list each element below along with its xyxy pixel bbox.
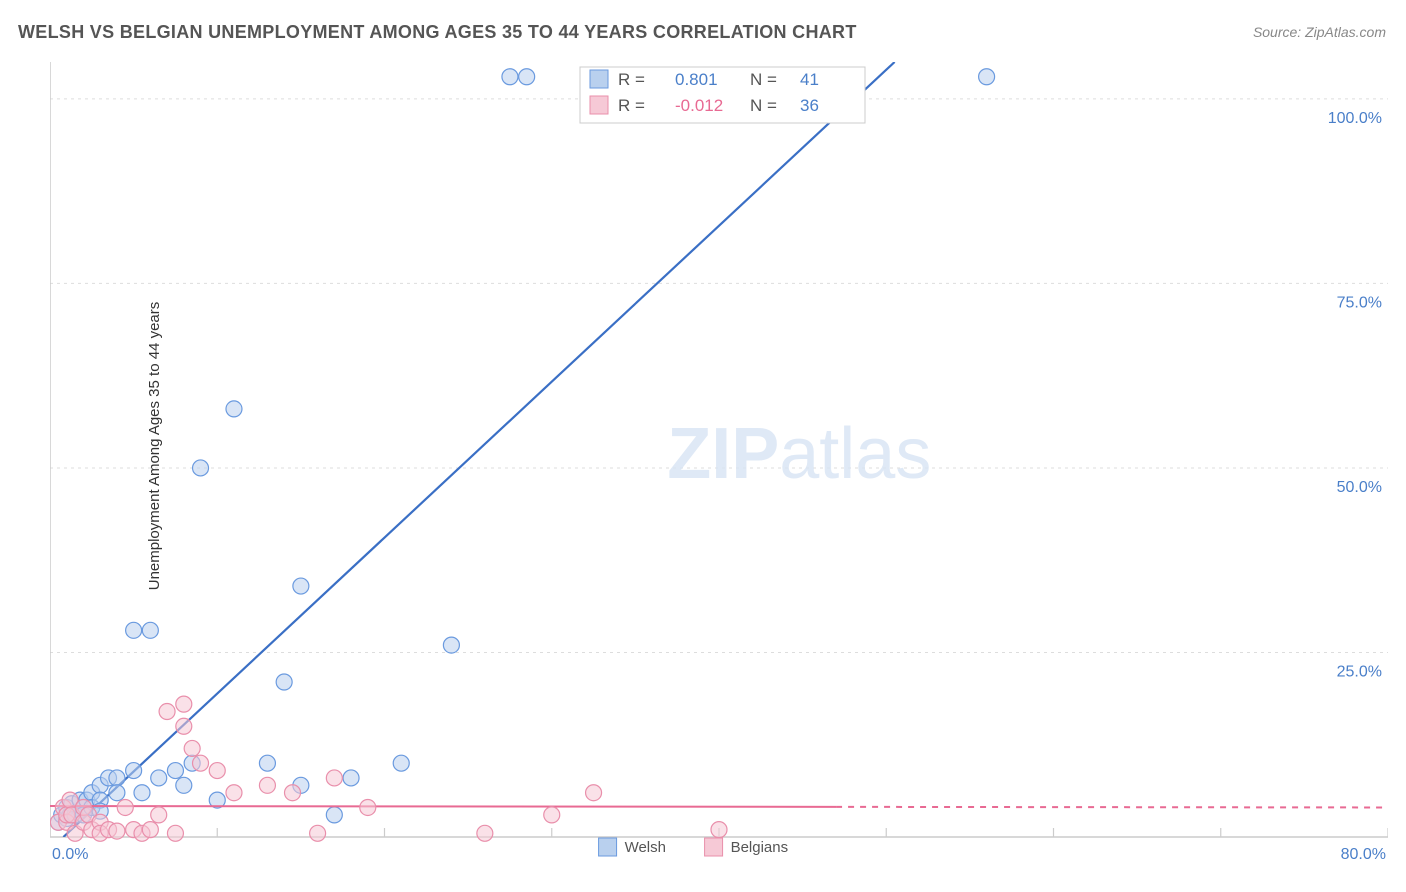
data-point-belgians [310, 825, 326, 841]
data-point-welsh [126, 763, 142, 779]
legend-r-label: R = [618, 96, 645, 115]
bottom-legend-label-welsh: Welsh [625, 839, 666, 856]
bottom-legend-swatch-belgians [705, 838, 723, 856]
data-point-welsh [293, 578, 309, 594]
y-tick-label: 50.0% [1337, 479, 1382, 496]
data-point-welsh [502, 69, 518, 85]
data-point-belgians [226, 785, 242, 801]
data-point-belgians [544, 807, 560, 823]
data-point-belgians [167, 825, 183, 841]
data-point-welsh [443, 637, 459, 653]
data-point-belgians [109, 823, 125, 839]
bottom-legend-swatch-welsh [599, 838, 617, 856]
legend-n-label: N = [750, 96, 777, 115]
data-point-belgians [176, 696, 192, 712]
y-tick-label: 25.0% [1337, 663, 1382, 680]
source-attribution: Source: ZipAtlas.com [1253, 24, 1386, 40]
data-point-belgians [176, 718, 192, 734]
data-point-welsh [167, 763, 183, 779]
data-point-welsh [151, 770, 167, 786]
x-tick-label: 80.0% [1341, 846, 1386, 862]
data-point-welsh [126, 622, 142, 638]
data-point-belgians [586, 785, 602, 801]
data-point-belgians [209, 763, 225, 779]
legend-n-value-welsh: 41 [800, 70, 819, 89]
data-point-welsh [176, 777, 192, 793]
data-point-belgians [184, 740, 200, 756]
regression-line-belgians-solid [50, 806, 836, 807]
data-point-belgians [151, 807, 167, 823]
data-point-belgians [326, 770, 342, 786]
chart-title: WELSH VS BELGIAN UNEMPLOYMENT AMONG AGES… [18, 22, 857, 43]
legend-r-label: R = [618, 70, 645, 89]
data-point-welsh [519, 69, 535, 85]
y-tick-label: 100.0% [1328, 110, 1382, 127]
data-point-welsh [226, 401, 242, 417]
data-point-belgians [259, 777, 275, 793]
data-point-belgians [142, 822, 158, 838]
legend-r-value-welsh: 0.801 [675, 70, 718, 89]
data-point-welsh [109, 785, 125, 801]
data-point-belgians [285, 785, 301, 801]
y-tick-label: 75.0% [1337, 294, 1382, 311]
scatter-chart: ZIPatlas 25.0% 50.0% 75.0% 100.0% 0.0% 80.0% R … [50, 62, 1388, 862]
bottom-legend-label-belgians: Belgians [731, 839, 789, 856]
x-tick-label: 0.0% [52, 846, 88, 862]
legend-n-value-belgians: 36 [800, 96, 819, 115]
data-point-belgians [360, 799, 376, 815]
data-point-welsh [193, 460, 209, 476]
data-point-welsh [259, 755, 275, 771]
data-point-belgians [193, 755, 209, 771]
legend-r-value-belgians: -0.012 [675, 96, 723, 115]
data-point-belgians [159, 704, 175, 720]
data-point-welsh [326, 807, 342, 823]
data-point-belgians [711, 822, 727, 838]
regression-line-belgians-dashed [836, 807, 1388, 808]
data-point-belgians [117, 799, 133, 815]
legend-swatch-welsh [590, 70, 608, 88]
data-point-welsh [979, 69, 995, 85]
data-point-welsh [134, 785, 150, 801]
data-point-welsh [276, 674, 292, 690]
data-point-welsh [142, 622, 158, 638]
legend-n-label: N = [750, 70, 777, 89]
data-point-welsh [343, 770, 359, 786]
data-point-welsh [109, 770, 125, 786]
data-point-belgians [477, 825, 493, 841]
data-point-welsh [393, 755, 409, 771]
legend-swatch-belgians [590, 96, 608, 114]
watermark: ZIPatlas [667, 414, 931, 494]
